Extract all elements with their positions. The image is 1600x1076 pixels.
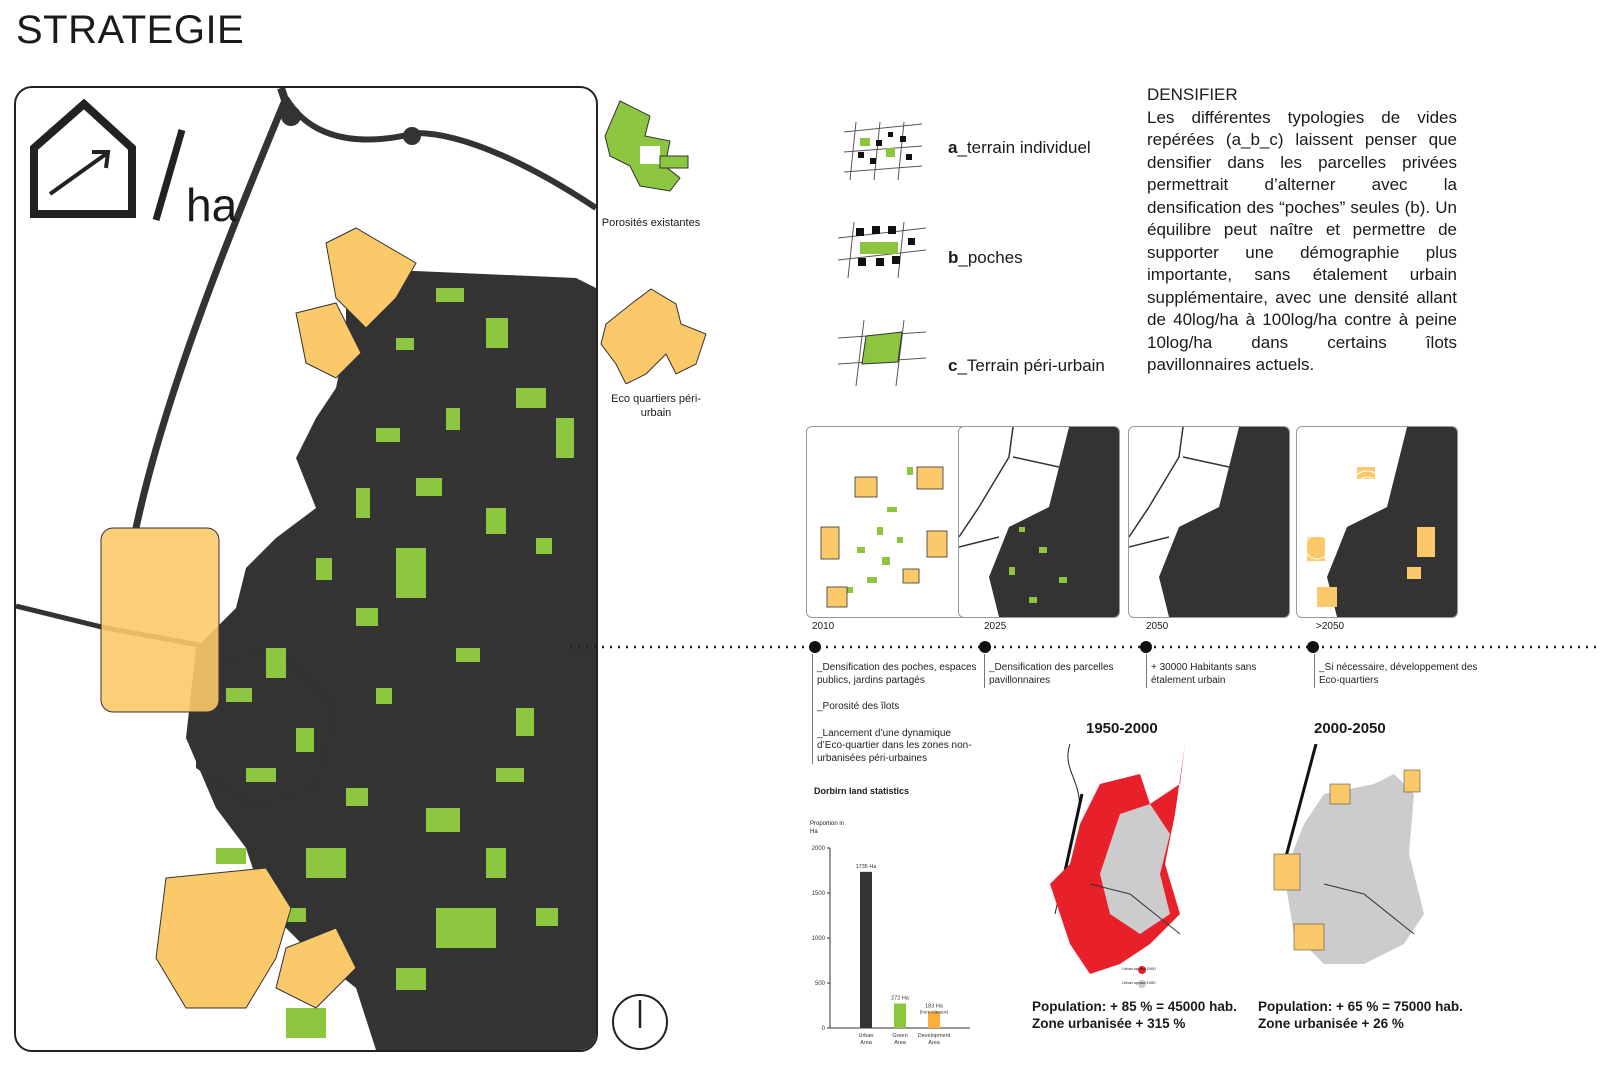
porosity-legend-label: Porosités existantes [601,217,701,229]
timeline-line [570,641,1600,653]
chart-y-tick-label: 2000 [812,846,826,852]
chart-bar [928,1011,940,1028]
porosity-legend-icon [604,100,689,192]
main-map: ha [14,86,598,1052]
chart-y-tick-label: 1000 [812,936,826,942]
timeline-year-2025: 2025 [984,621,1007,632]
growth-stats-1950-2000: Population: + 85 % = 45000 hab. Zone urb… [1032,999,1237,1031]
chart-data-label-note: (hors côteaux) [920,1010,949,1015]
growth-stats-2000-2050: Population: + 65 % = 75000 hab. Zone urb… [1258,999,1463,1031]
growth-map-title-2000-2050: 2000-2050 [1314,720,1386,737]
densifier-body: Les différentes typologies de vides repé… [1147,107,1457,375]
chart-category-label: Urban [859,1033,874,1039]
main-map-svg [16,88,596,1050]
chart-title: Dorbirn land statistics [814,786,910,796]
phase-map-2050 [1128,426,1290,618]
growth-map-2000-2050 [1273,744,1424,964]
timeline-year-after-2050: >2050 [1316,621,1345,632]
phase-map-after-2050 [1296,426,1458,618]
typology-b-label: b_poches [948,248,1023,267]
growth-map-1950-2000 [1050,744,1185,988]
timeline-year-2050: 2050 [1146,621,1169,632]
chart-category-label: Area [860,1040,873,1046]
eco-legend-icon [600,288,707,384]
chart-y-tick-label: 1500 [812,891,826,897]
unit-label: ha [186,179,238,231]
timeline-notes-2025: _Densification des parcelles pavillonnai… [984,654,1129,688]
eco-legend-label: Eco quartiers péri-urbain [611,393,701,419]
timeline-notes-after-2050: _Si nécessaire, développement des Eco-qu… [1314,654,1479,688]
page-title: STRATEGIE [16,8,245,52]
chart-data-label: 1735 Ha [856,864,878,870]
chart-data-label: 272 Ha [891,996,910,1002]
timeline-notes-2050: + 30000 Habitants sans étalement urbain [1146,654,1281,688]
phase-map-2025 [958,426,1120,618]
chart-bar [894,1003,906,1028]
typology-c-icon [837,319,927,387]
chart-ylabel: Proportion in Ha [810,821,845,835]
growth-map-title-1950-2000: 1950-2000 [1086,720,1158,737]
typology-b-icon [837,221,927,279]
chart-category-label: Green [892,1033,907,1039]
chart-data-label: 183 Ha [925,1004,944,1010]
chart-y-tick-label: 0 [822,1026,826,1032]
chart-category-label: Area [928,1040,941,1046]
chart-category-label: Development [918,1033,951,1039]
growth-legend-1950: Urban sprawl 1950 [1122,980,1156,985]
growth-legend-2000: Urban sprawl 2000 [1122,966,1156,971]
chart-y-tick-label: 500 [815,981,826,987]
chart-category-label: Area [894,1040,907,1046]
timeline-notes-2010: _Densification des poches, espaces publi… [812,654,977,764]
chart-bar [860,871,872,1028]
typology-c-label: c_Terrain péri-urbain [948,356,1105,375]
densifier-text-block: DENSIFIER Les différentes typologies de … [1147,84,1457,377]
timeline-year-2010: 2010 [812,621,835,632]
typology-a-label: a_terrain individuel [948,138,1091,157]
densifier-heading: DENSIFIER [1147,85,1238,104]
typology-a-icon [843,121,923,181]
phase-map-2010 [806,426,968,618]
north-arrow-icon [612,994,668,1050]
